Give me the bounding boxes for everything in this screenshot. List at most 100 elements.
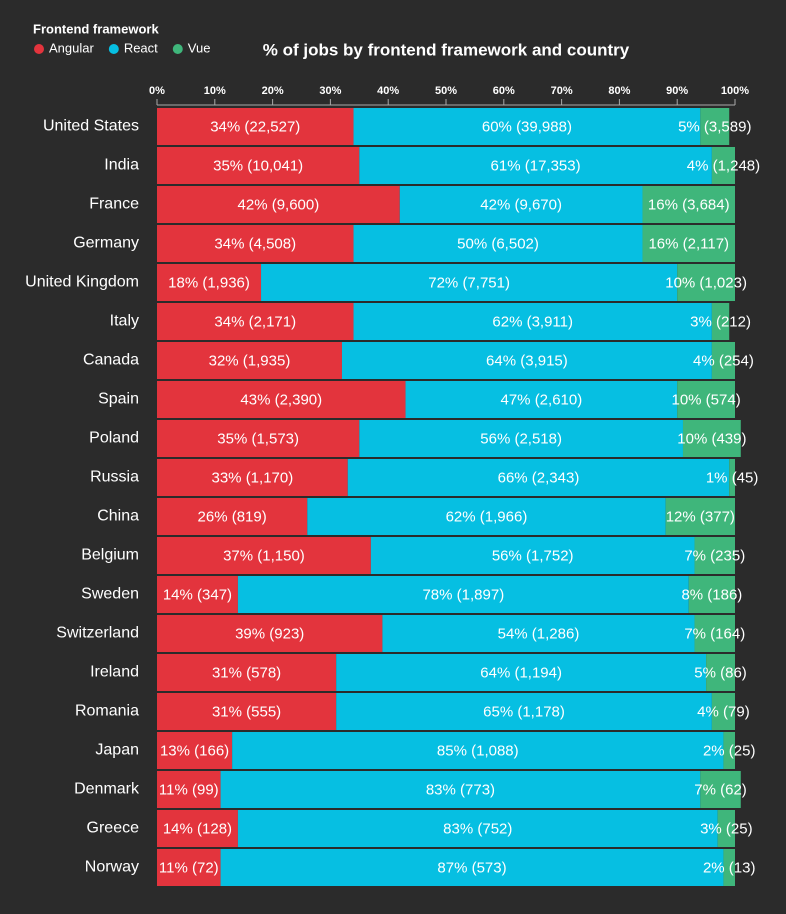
bar-segment — [157, 693, 337, 730]
value-label: 34% (22,527) — [210, 118, 300, 135]
value-label: 65% (1,178) — [483, 703, 565, 720]
legend-label: Angular — [49, 40, 94, 55]
value-label: 64% (3,915) — [486, 352, 568, 369]
bar-segment — [157, 381, 406, 418]
value-label: 56% (1,752) — [492, 547, 574, 564]
y-tick-label: Denmark — [74, 781, 140, 798]
legend-swatch — [108, 44, 119, 54]
bar-segment — [700, 108, 730, 145]
bar-segment — [694, 615, 735, 652]
bar-segment — [723, 849, 735, 886]
bar-segment — [382, 615, 695, 652]
value-label: 31% (578) — [212, 664, 281, 681]
value-label: 11% (72) — [159, 859, 219, 876]
value-label: 32% (1,935) — [209, 352, 291, 369]
value-label: 85% (1,088) — [437, 742, 519, 759]
y-tick-label: Italy — [110, 313, 139, 330]
bar-segment — [157, 654, 337, 691]
bar-segment — [353, 225, 643, 262]
value-label: 39% (923) — [235, 625, 304, 642]
value-label: 34% (2,171) — [214, 313, 296, 330]
bar-segment — [711, 342, 735, 379]
bar-segment — [261, 264, 678, 301]
value-label: 8% (186) — [681, 586, 742, 603]
value-label: 35% (10,041) — [213, 157, 303, 174]
bar-segment — [157, 732, 233, 769]
value-label: 35% (1,573) — [217, 430, 299, 447]
value-label: 72% (7,751) — [428, 274, 510, 291]
bar-segment — [700, 771, 741, 808]
bar-segment — [237, 576, 689, 613]
bar-segment — [711, 303, 730, 340]
bar-segment — [706, 654, 735, 691]
y-tick-label: Switzerland — [56, 625, 139, 642]
bar-segment — [359, 147, 712, 184]
chart-title: % of jobs by frontend framework and coun… — [263, 40, 630, 59]
bar-segment — [157, 498, 308, 535]
bar-segment — [711, 693, 735, 730]
value-label: 4% (79) — [697, 703, 750, 720]
value-label: 34% (4,508) — [214, 235, 296, 252]
bar-segment — [157, 420, 360, 457]
bar-segment — [237, 810, 718, 847]
value-label: 16% (3,684) — [648, 196, 730, 213]
legend-swatch — [172, 44, 183, 54]
bar-segment — [642, 186, 735, 223]
value-label: 62% (3,911) — [492, 313, 573, 330]
value-label: 47% (2,610) — [501, 391, 583, 408]
value-label: 2% (25) — [703, 742, 756, 759]
value-label: 1% (45) — [706, 469, 759, 486]
y-tick-label: Sweden — [81, 586, 139, 603]
y-tick-label: Poland — [89, 430, 139, 447]
value-label: 12% (377) — [666, 508, 735, 525]
bar-segment — [157, 186, 400, 223]
value-label: 31% (555) — [212, 703, 281, 720]
value-label: 3% (212) — [690, 313, 751, 330]
bar-segment — [399, 186, 643, 223]
value-label: 64% (1,194) — [480, 664, 562, 681]
x-tick-label: 80% — [608, 85, 630, 97]
y-tick-label: France — [89, 196, 139, 213]
value-label: 7% (62) — [694, 781, 747, 798]
bar-segment — [359, 420, 683, 457]
legend-title: Frontend framework — [33, 21, 159, 36]
x-tick-label: 40% — [377, 85, 399, 97]
bar-segment — [157, 342, 342, 379]
value-label: 5% (86) — [694, 664, 747, 681]
value-label: 42% (9,600) — [238, 196, 320, 213]
value-label: 83% (773) — [426, 781, 495, 798]
bar-segment — [157, 303, 354, 340]
value-label: 5% (3,589) — [678, 118, 751, 135]
value-label: 10% (1,023) — [665, 274, 747, 291]
y-tick-label: Canada — [83, 352, 139, 369]
value-label: 11% (99) — [159, 781, 219, 798]
value-label: 26% (819) — [198, 508, 267, 525]
y-tick-label: Greece — [87, 820, 140, 837]
y-tick-label: Norway — [85, 859, 139, 876]
bar-segment — [370, 537, 695, 574]
bar-segment — [232, 732, 724, 769]
x-tick-label: 10% — [204, 85, 226, 97]
bar-segment — [157, 147, 360, 184]
bar-segment — [665, 498, 735, 535]
legend-swatch — [34, 44, 44, 54]
value-label: 37% (1,150) — [223, 547, 305, 564]
value-label: 14% (128) — [163, 820, 232, 837]
value-label: 83% (752) — [443, 820, 512, 837]
x-tick-label: 90% — [666, 85, 688, 97]
value-label: 60% (39,988) — [482, 118, 572, 135]
y-tick-label: Japan — [95, 742, 139, 759]
bar-segment — [157, 849, 221, 886]
value-label: 56% (2,518) — [480, 430, 562, 447]
bar-segment — [642, 225, 735, 262]
bar-segment — [157, 537, 371, 574]
x-tick-label: 60% — [493, 85, 515, 97]
value-label: 7% (235) — [684, 547, 745, 564]
bar-segment — [677, 264, 735, 301]
x-tick-label: 30% — [319, 85, 341, 97]
bar-segment — [336, 693, 712, 730]
x-tick-label: 0% — [149, 85, 165, 97]
value-label: 4% (254) — [693, 352, 754, 369]
x-tick-label: 70% — [551, 85, 573, 97]
